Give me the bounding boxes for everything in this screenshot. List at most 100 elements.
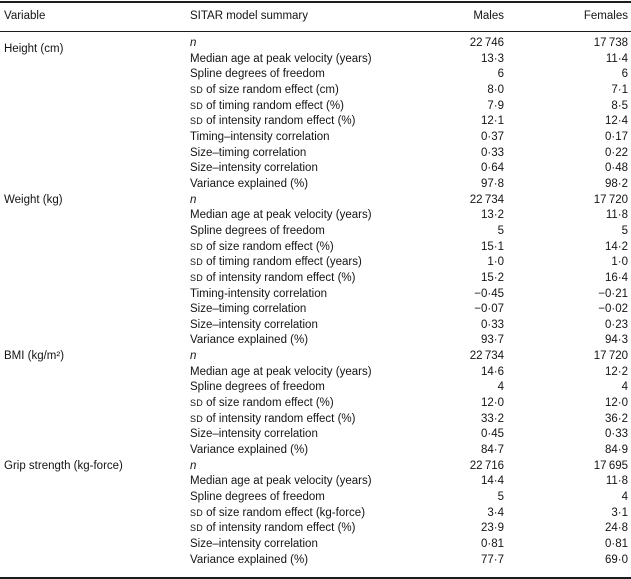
table-row: Median age at peak velocity (years) 14·4 1…	[0, 474, 631, 490]
table-row: Median age at peak velocity (years) 14·6 1…	[0, 365, 631, 381]
table-row: SD of timing random effect (%) 7·9 8·5	[0, 99, 631, 115]
table-row: SD of intensity random effect (%) 12·1 12·…	[0, 114, 631, 130]
females-value-cell: 1·0	[611, 256, 628, 269]
males-value-cell: −0·07	[474, 303, 504, 316]
table-row: SD of timing random effect (years) 1·0 1·0	[0, 255, 631, 271]
variable-cell	[0, 271, 190, 287]
females-value-cell: 69·0	[604, 553, 628, 566]
females-value-cell: 8·5	[611, 99, 628, 112]
summary-label-cell: Size–intensity correlation	[190, 162, 318, 175]
males-value-cell: 3·4	[487, 506, 504, 519]
summary-label-cell: SD of timing random effect (%)	[190, 99, 344, 112]
summary-label-cell: SD of size random effect (%)	[190, 397, 334, 410]
females-value-cell: 0·23	[604, 318, 628, 331]
males-value-cell: 0·33	[480, 146, 504, 159]
small-caps-prefix: SD	[190, 398, 203, 409]
summary-label-cell: SD of intensity random effect (%)	[190, 115, 356, 128]
small-caps-prefix: SD	[190, 272, 203, 283]
variable-cell	[0, 521, 190, 537]
table-row: Size–intensity correlation 0·64 0·48	[0, 161, 631, 177]
table-row: Spline degrees of freedom 6 6	[0, 67, 631, 83]
variable-cell	[0, 161, 190, 177]
summary-label-cell: n	[190, 193, 425, 209]
column-header-sitar-model-summary: SITAR model summary	[190, 3, 425, 32]
females-value-cell: 7·1	[611, 83, 628, 96]
females-value-cell: 17 738	[593, 37, 628, 49]
table-row: Size–intensity correlation 0·33 0·23	[0, 318, 631, 334]
table-row: Spline degrees of freedom 5 4	[0, 490, 631, 506]
summary-label-cell: SD of intensity random effect (%)	[190, 412, 356, 425]
variable-cell	[0, 177, 190, 193]
variable-cell	[0, 427, 190, 443]
summary-label-cell: Median age at peak velocity (years)	[190, 365, 372, 378]
males-value-cell: 84·7	[480, 444, 504, 457]
summary-label-cell: Timing–intensity correlation	[190, 130, 330, 143]
variable-label: Weight (kg)	[4, 193, 63, 206]
females-value-cell: 11·4	[605, 52, 628, 65]
males-value-cell: 0·64	[480, 162, 504, 175]
females-value-cell: 4	[621, 381, 628, 394]
summary-label-cell: Variance explained (%)	[190, 553, 309, 566]
table-row: Variance explained (%) 77·7 69·0	[0, 553, 631, 569]
males-value-cell: 8·0	[487, 83, 504, 96]
variable-cell	[0, 506, 190, 522]
variable-cell	[0, 302, 190, 318]
males-value-cell: 6	[497, 68, 504, 81]
table-row: SD of size random effect (cm) 8·0 7·1	[0, 83, 631, 99]
females-value-cell: 16·4	[604, 271, 628, 284]
summary-label-cell: Spline degrees of freedom	[190, 381, 325, 394]
variable-cell	[0, 208, 190, 224]
variable-cell	[0, 333, 190, 349]
table-row: Size–intensity correlation 0·81 0·81	[0, 537, 631, 553]
variable-cell	[0, 83, 190, 99]
females-value-cell: 17 720	[593, 350, 628, 363]
variable-cell	[0, 490, 190, 506]
females-value-cell: 12·4	[604, 115, 628, 128]
table-row: Height (cm) n 22 746 17 738	[0, 32, 631, 55]
males-value-cell: 12·0	[480, 397, 504, 410]
small-caps-prefix: SD	[190, 523, 203, 534]
summary-label-cell: Size–intensity correlation	[190, 538, 318, 550]
females-value-cell: 4	[621, 491, 628, 504]
females-value-cell: 14·2	[604, 240, 628, 253]
males-value-cell: 14·4	[480, 475, 504, 488]
males-value-cell: 23·9	[480, 522, 504, 535]
summary-label-cell: SD of intensity random effect (%)	[190, 522, 356, 535]
variable-label: Grip strength (kg-force)	[4, 459, 123, 472]
males-value-cell: 22 746	[469, 37, 504, 49]
variable-cell	[0, 474, 190, 490]
females-value-cell: 0·48	[604, 162, 628, 175]
males-value-cell: 22 716	[469, 459, 504, 472]
table-row: Variance explained (%) 84·7 84·9	[0, 443, 631, 459]
small-caps-prefix: SD	[190, 507, 203, 518]
males-value-cell: 13·3	[480, 52, 504, 65]
summary-label-cell: SD of intensity random effect (%)	[190, 271, 356, 284]
females-value-cell: 17 720	[593, 193, 628, 206]
variable-cell	[0, 287, 190, 303]
females-value-cell: −0·21	[598, 287, 628, 300]
summary-label-cell: SD of size random effect (cm)	[190, 83, 339, 96]
males-value-cell: 1·0	[487, 256, 504, 269]
females-value-cell: 36·2	[604, 412, 628, 425]
italic-label: n	[190, 350, 197, 363]
italic-label: n	[190, 459, 197, 472]
summary-label-cell: Size–intensity correlation	[190, 318, 318, 331]
males-value-cell: 12·1	[480, 115, 504, 128]
summary-label-cell: SD of size random effect (%)	[190, 240, 334, 253]
males-value-cell: 15·2	[480, 271, 504, 284]
males-value-cell: 0·33	[480, 318, 504, 331]
males-value-cell: 5	[497, 491, 504, 504]
females-value-cell: 24·8	[604, 522, 628, 535]
females-value-cell: −0·02	[598, 303, 628, 316]
table-row: SD of size random effect (%) 12·0 12·0	[0, 396, 631, 412]
table-row: Grip strength (kg-force) n 22 716 17 695	[0, 459, 631, 475]
variable-cell	[0, 224, 190, 240]
females-value-cell: 6	[621, 68, 628, 81]
summary-label-cell: Variance explained (%)	[190, 444, 309, 457]
males-value-cell: −0·45	[474, 287, 504, 300]
variable-cell	[0, 318, 190, 334]
males-value-cell: 0·81	[480, 538, 504, 550]
variable-cell	[0, 537, 190, 553]
females-value-cell: 84·9	[604, 444, 628, 457]
